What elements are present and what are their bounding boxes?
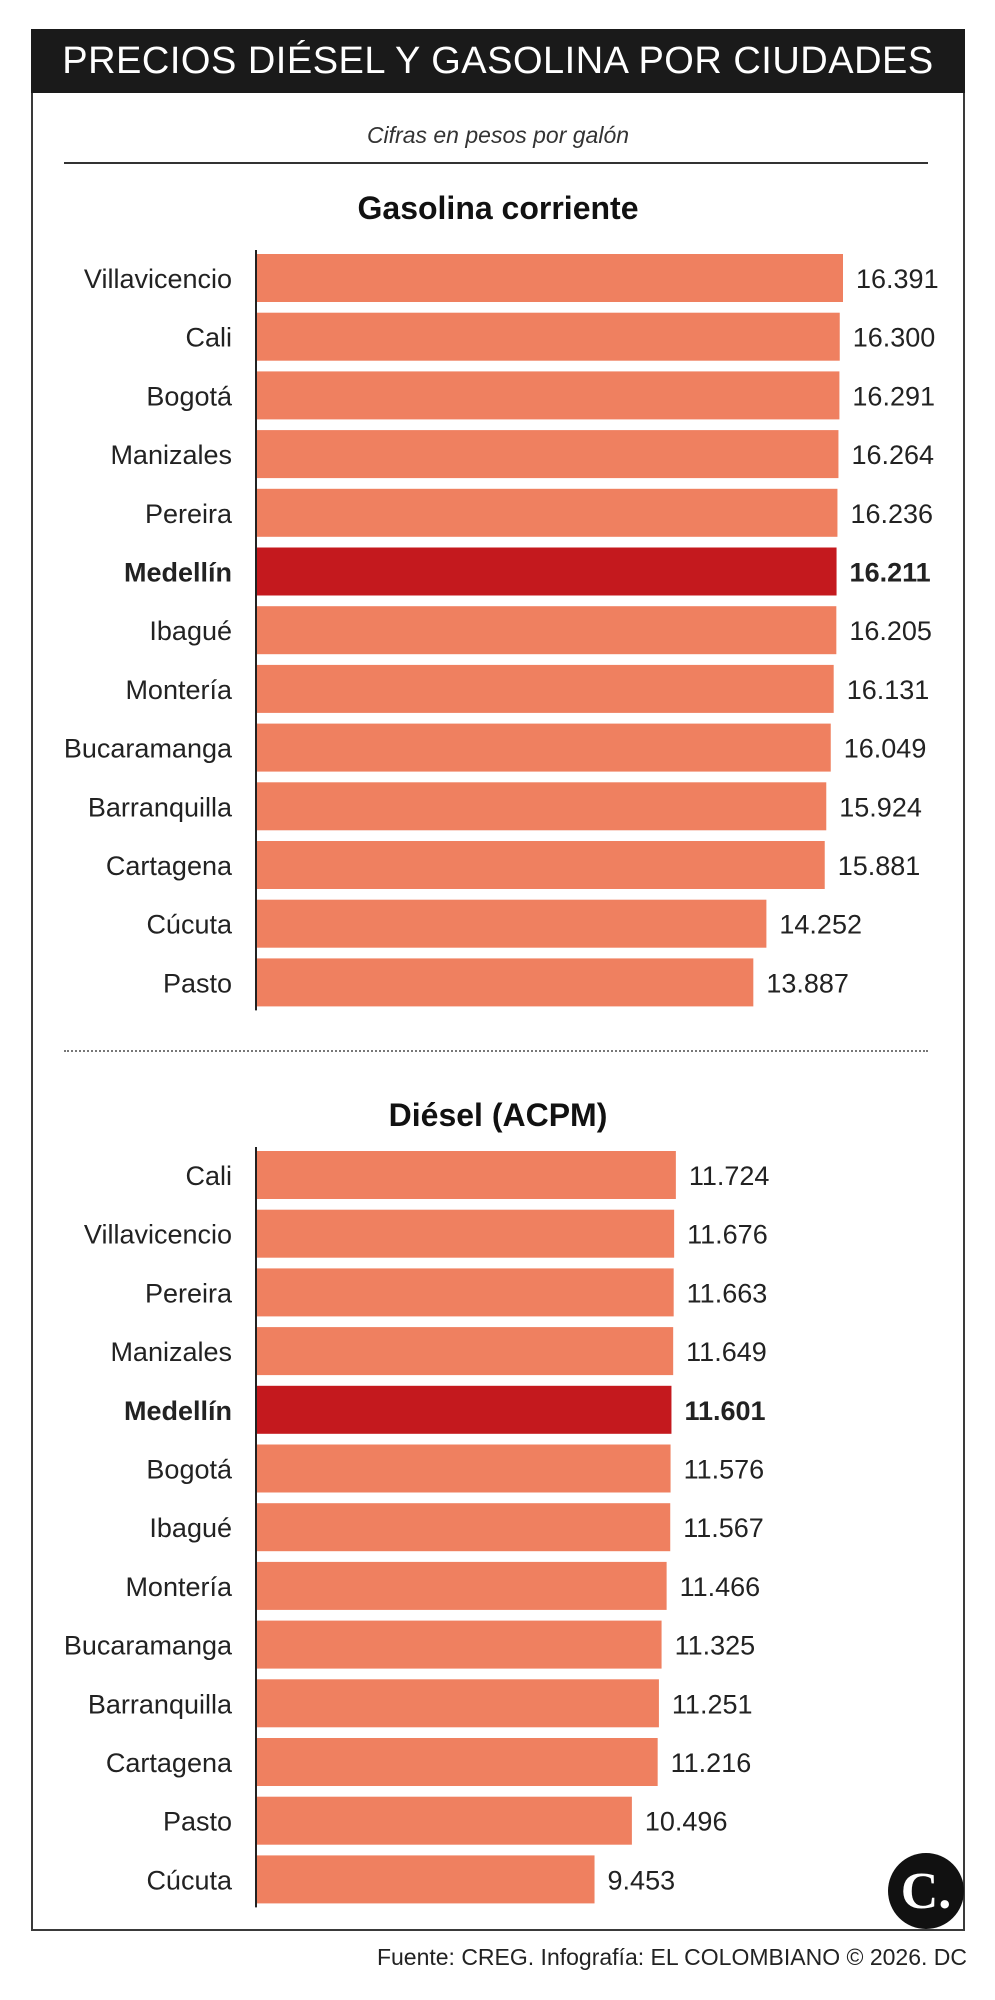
value-label: 11.251: [672, 1689, 753, 1719]
category-label: Ibagué: [149, 1513, 232, 1543]
category-label: Pereira: [145, 1278, 233, 1308]
category-label: Bogotá: [146, 381, 233, 411]
value-label: 16.391: [856, 264, 939, 294]
category-label: Pasto: [163, 968, 232, 998]
category-label: Villavicencio: [84, 1220, 232, 1250]
bar-pereira: [256, 488, 838, 537]
value-label: 11.466: [680, 1572, 761, 1602]
bar-montería: [256, 664, 834, 713]
gasolina-bar-chart: Villavicencio 16.391 Cali 16.300 Bogotá 16.29…: [64, 250, 939, 1011]
bar-cartagena: [256, 1738, 658, 1786]
category-label: Medellín: [124, 558, 232, 588]
bar-cartagena: [256, 841, 825, 889]
category-label: Barranquilla: [88, 1689, 233, 1719]
value-label: 11.567: [683, 1513, 764, 1543]
subtitle: Cifras en pesos por galón: [366, 122, 630, 148]
chart-title-diesel: Diésel (ACPM): [388, 1097, 608, 1133]
category-label: Bogotá: [146, 1455, 233, 1485]
bar-pasto: [256, 1796, 632, 1845]
category-label: Montería: [125, 675, 233, 705]
value-label: 16.236: [850, 499, 933, 529]
category-label: Cartagena: [106, 851, 233, 881]
bar-pasto: [256, 958, 754, 1007]
el-colombiano-logo: C.: [888, 1853, 964, 1929]
category-label: Bucaramanga: [64, 734, 233, 764]
bar-manizales: [256, 1327, 674, 1376]
category-label: Medellín: [124, 1396, 232, 1426]
value-label: 11.676: [687, 1220, 768, 1250]
category-label: Manizales: [110, 1337, 232, 1367]
bar-cali: [256, 312, 840, 361]
value-label: 11.649: [686, 1337, 767, 1367]
category-label: Cartagena: [106, 1748, 233, 1778]
value-label: 15.924: [839, 792, 922, 822]
value-label: 10.496: [645, 1807, 728, 1837]
bar-villavicencio: [256, 254, 843, 302]
diesel-bar-chart: Cali 11.724 Villavicencio 11.676 Pereira 11.6…: [64, 1147, 770, 1908]
category-label: Pasto: [163, 1807, 232, 1837]
category-label: Pereira: [145, 499, 233, 529]
value-label: 11.601: [684, 1396, 765, 1426]
divider: [64, 162, 928, 164]
bar-villavicencio: [256, 1209, 675, 1258]
bar-bogotá: [256, 1444, 671, 1493]
value-label: 13.887: [766, 968, 849, 998]
chart-title-gasolina: Gasolina corriente: [357, 190, 639, 226]
value-label: 16.264: [851, 440, 934, 470]
dotted-divider: [64, 1050, 928, 1052]
category-label: Cali: [185, 323, 232, 353]
value-label: 11.724: [689, 1161, 770, 1191]
value-label: 16.211: [850, 558, 931, 588]
value-label: 16.049: [844, 734, 927, 764]
value-label: 15.881: [838, 851, 921, 881]
category-label: Cali: [185, 1161, 232, 1191]
value-label: 11.576: [684, 1455, 765, 1485]
bar-manizales: [256, 430, 839, 479]
category-label: Manizales: [110, 440, 232, 470]
value-label: 9.453: [608, 1865, 676, 1895]
bar-montería: [256, 1561, 667, 1610]
bar-bucaramanga: [256, 1620, 662, 1669]
bar-barranquilla: [256, 1679, 659, 1728]
value-label: 11.325: [675, 1631, 756, 1661]
bar-pereira: [256, 1268, 674, 1317]
bar-cali: [256, 1151, 676, 1199]
bar-bucaramanga: [256, 723, 831, 772]
value-label: 16.205: [849, 616, 932, 646]
value-label: 16.300: [853, 323, 936, 353]
category-label: Cúcuta: [146, 910, 233, 940]
value-label: 11.216: [671, 1748, 752, 1778]
value-label: 11.663: [687, 1278, 768, 1308]
category-label: Cúcuta: [146, 1865, 233, 1895]
category-label: Barranquilla: [88, 792, 233, 822]
bar-ibagué: [256, 606, 837, 655]
bar-medellín: [256, 547, 837, 596]
value-label: 14.252: [779, 910, 862, 940]
category-label: Villavicencio: [84, 264, 232, 294]
page-title: PRECIOS DIÉSEL Y GASOLINA POR CIUDADES: [31, 29, 965, 93]
value-label: 16.131: [847, 675, 930, 705]
value-label: 16.291: [852, 381, 935, 411]
bar-medellín: [256, 1385, 672, 1434]
bar-cúcuta: [256, 1855, 595, 1904]
category-label: Bucaramanga: [64, 1631, 233, 1661]
bar-barranquilla: [256, 782, 827, 831]
bar-cúcuta: [256, 899, 767, 948]
bar-ibagué: [256, 1503, 671, 1552]
bar-bogotá: [256, 371, 840, 420]
footer-source: Fuente: CREG. Infografía: EL COLOMBIANO …: [376, 1944, 967, 1970]
category-label: Ibagué: [149, 616, 232, 646]
category-label: Montería: [125, 1572, 233, 1602]
